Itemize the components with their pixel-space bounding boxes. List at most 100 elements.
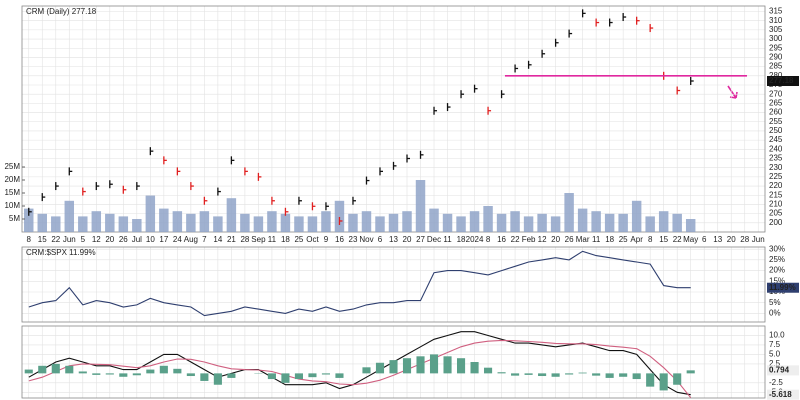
histogram-bar <box>105 373 114 375</box>
x-tick-label: Mar <box>576 235 590 244</box>
x-tick-label: 12 <box>538 235 547 244</box>
volume-bar <box>429 208 439 232</box>
y-tick-label: 260 <box>769 108 783 117</box>
histogram-bar <box>213 373 222 385</box>
histogram-bar <box>132 373 141 376</box>
histogram-bar <box>200 373 209 381</box>
volume-tick-label: 15M <box>4 188 20 197</box>
x-tick-label: Feb <box>522 235 536 244</box>
volume-bar <box>37 213 47 232</box>
volume-bar <box>510 211 520 232</box>
x-tick-label: 6 <box>378 235 383 244</box>
value-label-box <box>767 76 799 87</box>
volume-bar <box>118 216 129 232</box>
y-tick-label: 295 <box>769 43 783 52</box>
x-tick-label: Dec <box>427 235 441 244</box>
volume-bar <box>24 208 34 232</box>
volume-bar <box>550 216 561 232</box>
volume-tick-label: 25M <box>4 162 20 171</box>
histogram-bar <box>375 362 385 374</box>
value-label-box <box>767 365 799 376</box>
histogram-bar <box>294 373 303 380</box>
volume-bar <box>631 200 642 232</box>
y-tick-label: 245 <box>769 135 783 144</box>
y-tick-label: 0% <box>769 309 781 318</box>
volume-bar <box>91 211 102 232</box>
x-tick-label: 13 <box>713 235 722 244</box>
x-tick-label: 8 <box>486 235 491 244</box>
volume-bar <box>145 195 156 232</box>
x-tick-label: 15 <box>659 235 668 244</box>
y-tick-label: 7.5 <box>769 340 781 349</box>
volume-bar <box>604 213 615 232</box>
x-tick-label: 8 <box>27 235 32 244</box>
volume-bar <box>132 219 142 232</box>
y-tick-label: 205 <box>769 209 783 218</box>
value-label-box <box>767 389 799 400</box>
volume-bar <box>388 213 399 232</box>
x-tick-label: 26 <box>119 235 128 244</box>
y-tick-label: 25% <box>769 255 785 264</box>
x-tick-label: 20 <box>403 235 412 244</box>
histogram-bar <box>686 370 695 374</box>
histogram-bar <box>551 373 560 377</box>
volume-bar <box>240 213 250 232</box>
histogram-bar <box>605 373 614 378</box>
histogram-bar <box>267 373 276 380</box>
x-tick-label: 5 <box>81 235 86 244</box>
y-tick-label: 240 <box>769 144 783 153</box>
histogram-bar <box>173 368 182 374</box>
y-tick-label: 315 <box>769 7 783 16</box>
x-tick-label: Apr <box>630 235 643 244</box>
histogram-bar <box>416 356 425 374</box>
y-tick-label: 230 <box>769 163 783 172</box>
histogram-bar <box>456 358 466 374</box>
histogram-bar <box>146 369 155 374</box>
volume-bar <box>658 211 669 232</box>
x-tick-label: 28 <box>240 235 249 244</box>
volume-bar <box>307 216 318 232</box>
histogram-bar <box>186 373 195 377</box>
x-tick-label: 7 <box>202 235 207 244</box>
x-tick-label: 26 <box>565 235 574 244</box>
histogram-bar <box>511 373 520 376</box>
volume-bar <box>537 213 547 232</box>
volume-bar <box>321 211 331 232</box>
volume-bar <box>172 211 183 232</box>
y-tick-label: 15% <box>769 276 785 285</box>
x-tick-label: 2024 <box>466 235 484 244</box>
volume-bar <box>442 213 453 232</box>
x-tick-label: 18 <box>605 235 614 244</box>
volume-bar <box>280 213 291 232</box>
y-tick-label: 280 <box>769 71 783 80</box>
y-tick-label: 305 <box>769 25 783 34</box>
signal-line <box>28 339 692 399</box>
histogram-bar <box>159 365 168 374</box>
histogram-bar <box>24 369 33 374</box>
volume-bar <box>375 216 385 232</box>
histogram-bar <box>119 373 128 377</box>
volume-bar <box>483 206 493 232</box>
x-tick-label: Oct <box>306 235 319 244</box>
volume-bar <box>213 216 223 232</box>
x-tick-label: 21 <box>227 235 236 244</box>
histogram-bar <box>362 367 371 374</box>
volume-bar <box>226 198 237 232</box>
y-tick-label: 5% <box>769 298 781 307</box>
x-tick-label: 9 <box>324 235 329 244</box>
histogram-bar <box>632 373 641 380</box>
volume-bar <box>402 211 412 232</box>
y-tick-label: 200 <box>769 218 783 227</box>
x-tick-label: Nov <box>359 235 373 244</box>
histogram-bar <box>92 373 101 375</box>
x-tick-label: 18 <box>457 235 466 244</box>
x-tick-label: 20 <box>551 235 560 244</box>
y-tick-label: 2.5 <box>769 359 781 368</box>
y-tick-label: 235 <box>769 154 783 163</box>
histogram-bar <box>673 373 682 385</box>
volume-bar <box>577 208 588 232</box>
x-tick-label: 20 <box>105 235 114 244</box>
x-tick-label: 22 <box>673 235 682 244</box>
volume-bar <box>51 216 61 232</box>
